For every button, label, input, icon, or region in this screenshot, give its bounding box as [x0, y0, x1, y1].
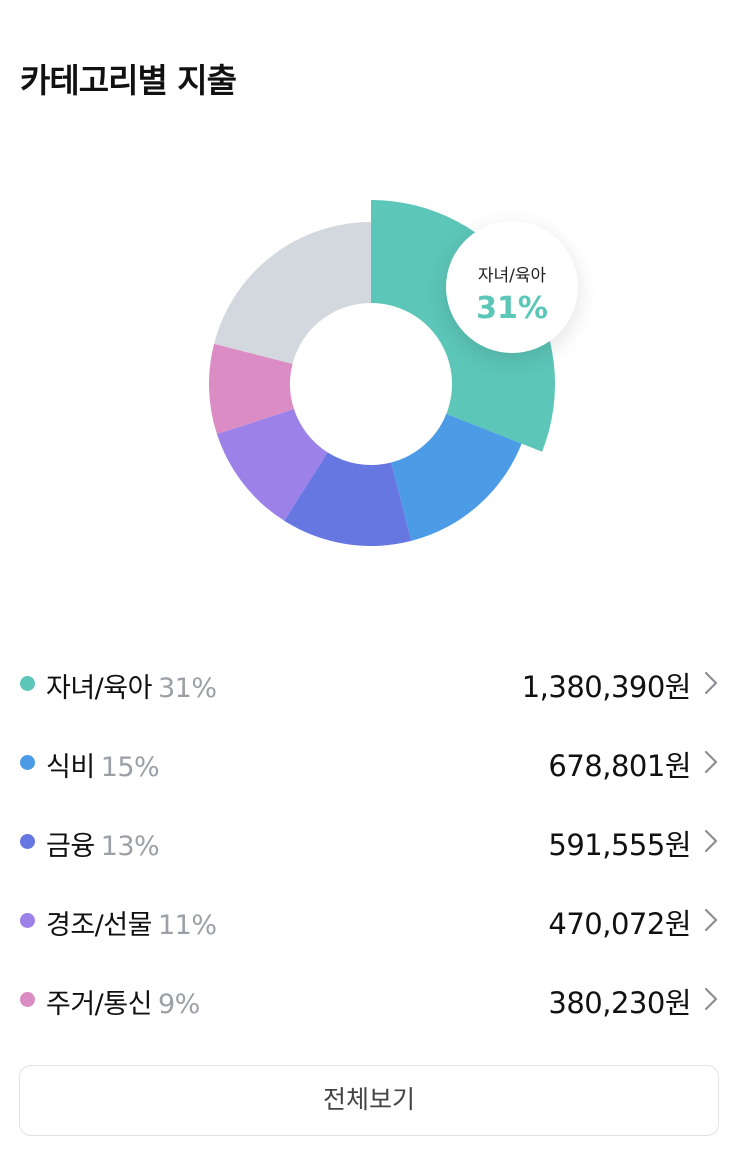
chevron-right-icon[interactable] — [701, 826, 721, 856]
callout-percent: 31% — [476, 291, 548, 326]
category-label: 식비 15% — [46, 745, 160, 784]
category-amount: 470,072원 — [548, 907, 691, 941]
category-label: 주거/통신 9% — [46, 982, 200, 1021]
donut-slice[interactable] — [284, 452, 412, 547]
chevron-right-icon[interactable] — [701, 747, 721, 777]
chevron-right-icon[interactable] — [701, 668, 721, 698]
donut-slice[interactable] — [209, 343, 294, 435]
category-row-housing[interactable]: 주거/통신 9% 380,230원 — [0, 960, 743, 1039]
page-title: 카테고리별 지출 — [20, 61, 237, 100]
category-color-dot — [20, 913, 35, 928]
category-percent: 15% — [100, 752, 160, 783]
category-amount: 1,380,390원 — [521, 670, 692, 704]
category-name: 금융 — [46, 831, 95, 862]
category-percent: 31% — [157, 673, 217, 704]
callout-label: 자녀/육아 — [477, 266, 547, 286]
category-percent: 9% — [157, 989, 200, 1020]
category-color-dot — [20, 755, 35, 770]
donut-slice[interactable] — [391, 413, 522, 541]
category-amount: 380,230원 — [548, 986, 691, 1020]
category-amount: 591,555원 — [548, 828, 691, 862]
view-all-button[interactable]: 전체보기 — [19, 1065, 719, 1136]
donut-slice[interactable] — [214, 222, 371, 364]
chevron-right-icon[interactable] — [701, 905, 721, 935]
category-label: 자녀/육아 31% — [46, 666, 217, 705]
donut-slice[interactable] — [216, 409, 328, 521]
category-list: 자녀/육아 31% 1,380,390원 식비 15% 678,801원 금융 13%… — [0, 644, 743, 1039]
category-percent: 13% — [100, 831, 160, 862]
category-color-dot — [20, 834, 35, 849]
category-row-gifts[interactable]: 경조/선물 11% 470,072원 — [0, 881, 743, 960]
donut-chart[interactable]: 자녀/육아 31% — [0, 0, 743, 620]
category-color-dot — [20, 676, 35, 691]
highlight-callout: 자녀/육아 31% — [446, 221, 578, 353]
category-label: 금융 13% — [46, 824, 160, 863]
category-color-dot — [20, 992, 35, 1007]
category-row-finance[interactable]: 금융 13% 591,555원 — [0, 802, 743, 881]
category-row-childcare[interactable]: 자녀/육아 31% 1,380,390원 — [0, 644, 743, 723]
category-amount: 678,801원 — [548, 749, 691, 783]
category-row-food[interactable]: 식비 15% 678,801원 — [0, 723, 743, 802]
category-name: 자녀/육아 — [46, 673, 152, 704]
donut-chart-svg — [209, 200, 555, 547]
chevron-right-icon[interactable] — [701, 984, 721, 1014]
category-percent: 11% — [157, 910, 217, 941]
category-name: 주거/통신 — [46, 989, 152, 1020]
category-name: 경조/선물 — [46, 910, 152, 941]
category-label: 경조/선물 11% — [46, 903, 217, 942]
category-name: 식비 — [46, 752, 95, 783]
